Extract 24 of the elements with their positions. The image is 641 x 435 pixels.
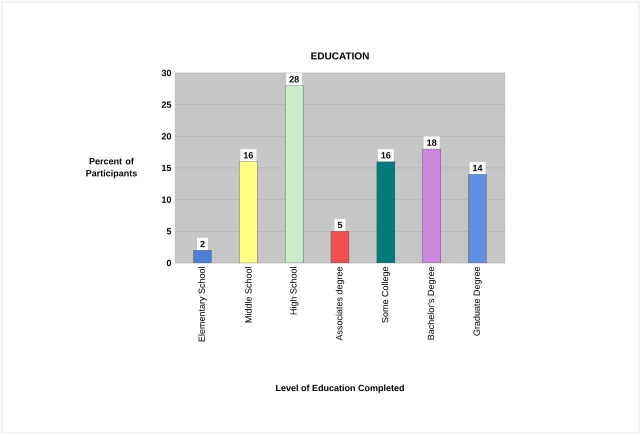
data-label: 18 (427, 139, 436, 146)
x-tick-label: Elementary School (198, 267, 207, 342)
y-tick-label: 30 (162, 70, 172, 76)
y-tick-label: 25 (162, 101, 172, 108)
data-label: 5 (338, 222, 342, 228)
x-axis-title: Level of Education Completed (276, 384, 404, 393)
y-tick-label: 15 (162, 164, 172, 172)
data-label: 16 (244, 152, 254, 158)
data-label: 28 (289, 76, 299, 82)
x-tick-label: High School (290, 267, 298, 314)
x-tick-label: Graduate Degree (473, 266, 482, 336)
y-tick-label: 10 (162, 196, 172, 203)
x-tick-label: Bachelor's Degree (427, 266, 436, 340)
y-tick-label: 5 (166, 228, 172, 234)
data-label: 16 (381, 152, 390, 158)
x-tick-label: Middle School (245, 267, 252, 322)
y-axis-title: Percent of Participants (86, 158, 137, 178)
x-tick-label: Some College (382, 266, 390, 323)
x-tick-label: Associates degree (336, 266, 344, 341)
y-tick-label: 0 (166, 260, 172, 266)
chart-title: EDUCATION (311, 52, 369, 60)
y-tick-label: 20 (162, 133, 172, 140)
data-label: 14 (473, 164, 482, 172)
data-label: 2 (200, 240, 205, 248)
